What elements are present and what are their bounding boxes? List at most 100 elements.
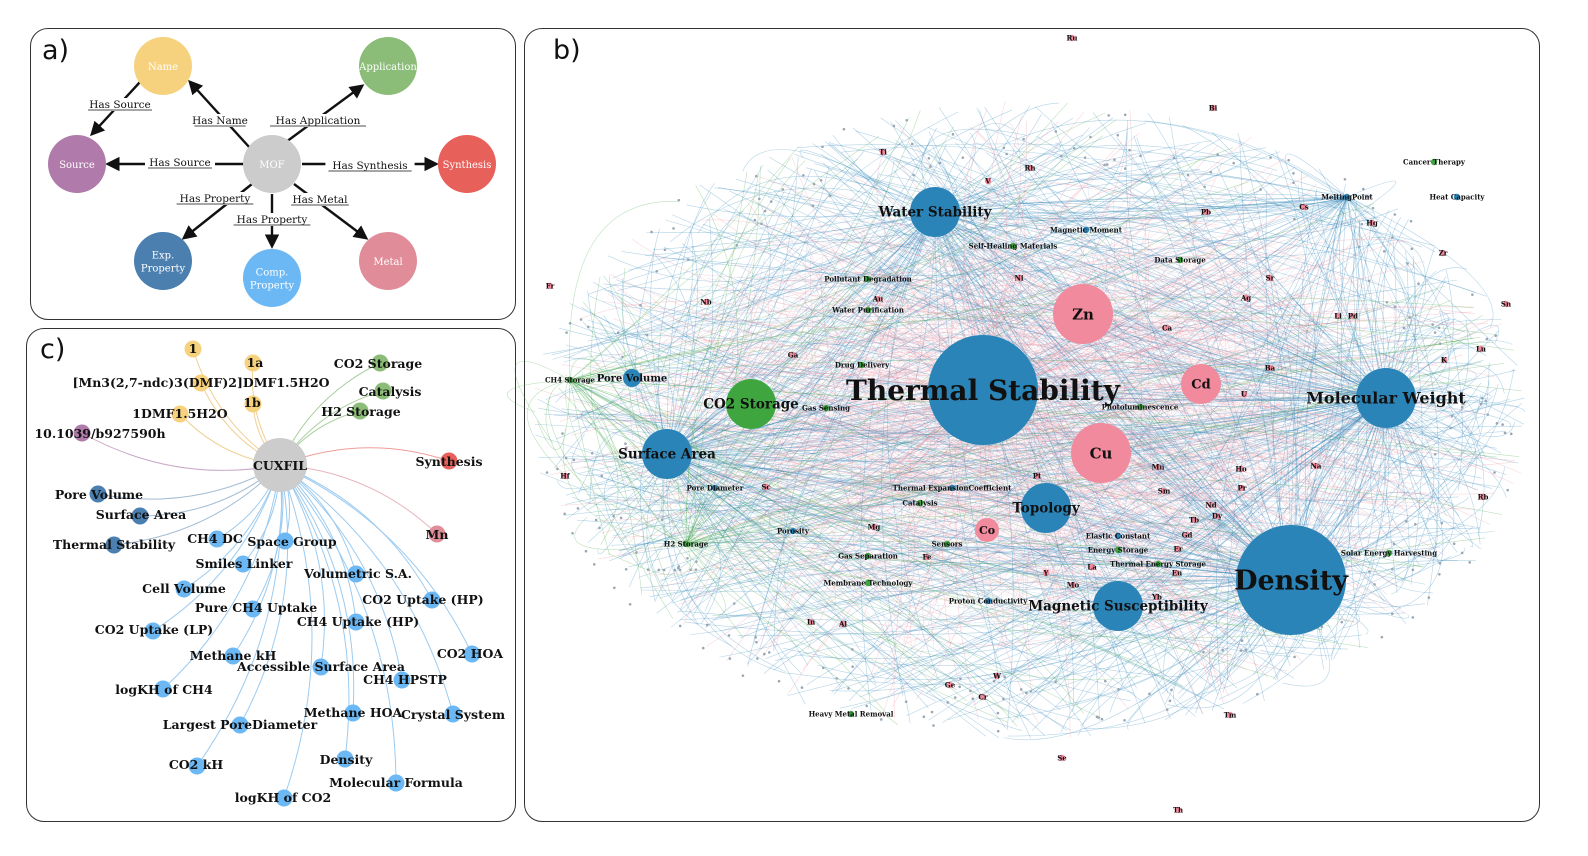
network-edge: [982, 323, 1488, 391]
network-edge: [666, 168, 812, 455]
network-edge: [874, 297, 1346, 390]
network-edge: [990, 200, 1111, 566]
network-edge: [927, 186, 1122, 290]
network-edge: [866, 336, 1126, 615]
network-edge: [874, 183, 972, 398]
network-edge: [831, 217, 1220, 232]
network-edge: [809, 245, 1318, 332]
network-edge: [658, 225, 1027, 319]
network-edge: [1014, 474, 1420, 589]
network-edge: [609, 276, 668, 455]
network-edge: [640, 490, 719, 585]
network-edge: [778, 333, 1301, 572]
network-edge: [614, 325, 792, 429]
network-edge: [732, 426, 771, 463]
network-edge: [746, 479, 1097, 486]
network-edge: [892, 488, 1039, 518]
network-edge: [890, 268, 1088, 335]
network-edge: [727, 391, 1356, 545]
network-edge: [739, 214, 1292, 581]
network-edge: [1075, 360, 1333, 488]
network-edge: [685, 579, 1292, 635]
network-dot: [695, 560, 698, 563]
network-edge: [783, 366, 807, 602]
network-edge: [581, 397, 1387, 446]
network-edge: [931, 561, 1003, 646]
network-edge: [534, 423, 1292, 581]
network-edge: [863, 567, 910, 618]
network-edge: [1075, 338, 1262, 372]
network-edge: [1008, 409, 1201, 545]
network-edge: [685, 543, 899, 726]
network-dot: [996, 711, 1000, 715]
network-edge: [679, 579, 1292, 621]
network-edge: [649, 562, 1292, 597]
network-edge: [858, 221, 1121, 304]
network-edge: [773, 196, 1348, 671]
edge-label-has-name: Has Name: [192, 115, 248, 127]
network-edge: [890, 620, 1070, 636]
network-edge: [753, 309, 1376, 329]
network-edge: [921, 395, 936, 586]
network-edge: [653, 285, 756, 495]
network-edge: [819, 265, 1234, 574]
network-edge: [1003, 579, 1292, 741]
network-edge: [934, 201, 1435, 247]
network-edge: [665, 219, 1387, 399]
network-edge: [831, 143, 1387, 399]
network-edge: [974, 386, 1186, 525]
network-edge: [590, 276, 687, 545]
network-edge: [982, 381, 1476, 491]
network-edge: [672, 217, 1200, 502]
network-edge: [810, 273, 1225, 393]
network-edge: [644, 196, 1348, 256]
network-edge: [1114, 255, 1158, 366]
network-edge: [1332, 196, 1438, 546]
network-edge: [867, 145, 1387, 399]
network-edge: [1382, 217, 1402, 399]
network-edge: [866, 289, 1069, 607]
network-edge: [661, 264, 799, 347]
network-edge: [1065, 460, 1142, 516]
network-edge: [683, 425, 861, 608]
network-dot: [613, 586, 616, 590]
network-edge: [558, 387, 687, 545]
network-edge: [878, 545, 922, 626]
network-edge: [804, 334, 968, 507]
network-edge: [1385, 267, 1468, 399]
network-edge: [812, 534, 1000, 587]
network-edge: [702, 223, 1387, 399]
network-edge: [719, 397, 1387, 658]
network-dot: [689, 568, 692, 572]
network-edge: [859, 397, 1387, 698]
network-edge: [678, 279, 753, 449]
network-edge: [767, 300, 834, 510]
network-dot: [1485, 337, 1489, 341]
network-edge: [1106, 248, 1214, 421]
network-edge: [752, 325, 1329, 392]
network-edge: [777, 424, 816, 519]
network-dot: [1438, 572, 1441, 576]
network-dot: [741, 674, 745, 677]
network-edge: [933, 416, 1048, 545]
network-edge: [893, 451, 1418, 617]
network-edge: [745, 562, 973, 653]
network-edge: [747, 304, 1271, 580]
network-dot: [655, 270, 659, 273]
network-dot: [568, 321, 572, 325]
network-edge: [1122, 223, 1142, 558]
network-edge: [995, 119, 1348, 198]
network-edge: [1206, 282, 1362, 523]
network-edge: [1346, 196, 1463, 491]
network-edge: [581, 307, 1292, 581]
network-edge: [686, 204, 936, 218]
edge-label-has-source: Has Source: [89, 99, 151, 111]
graph-label-cell-volume: Cell Volume: [142, 581, 226, 596]
network-edge: [703, 344, 1451, 389]
network-edge: [1346, 196, 1518, 366]
network-edge: [685, 126, 954, 545]
network-edge: [577, 519, 1292, 581]
network-dot: [1440, 521, 1444, 525]
network-edge: [1041, 219, 1264, 432]
